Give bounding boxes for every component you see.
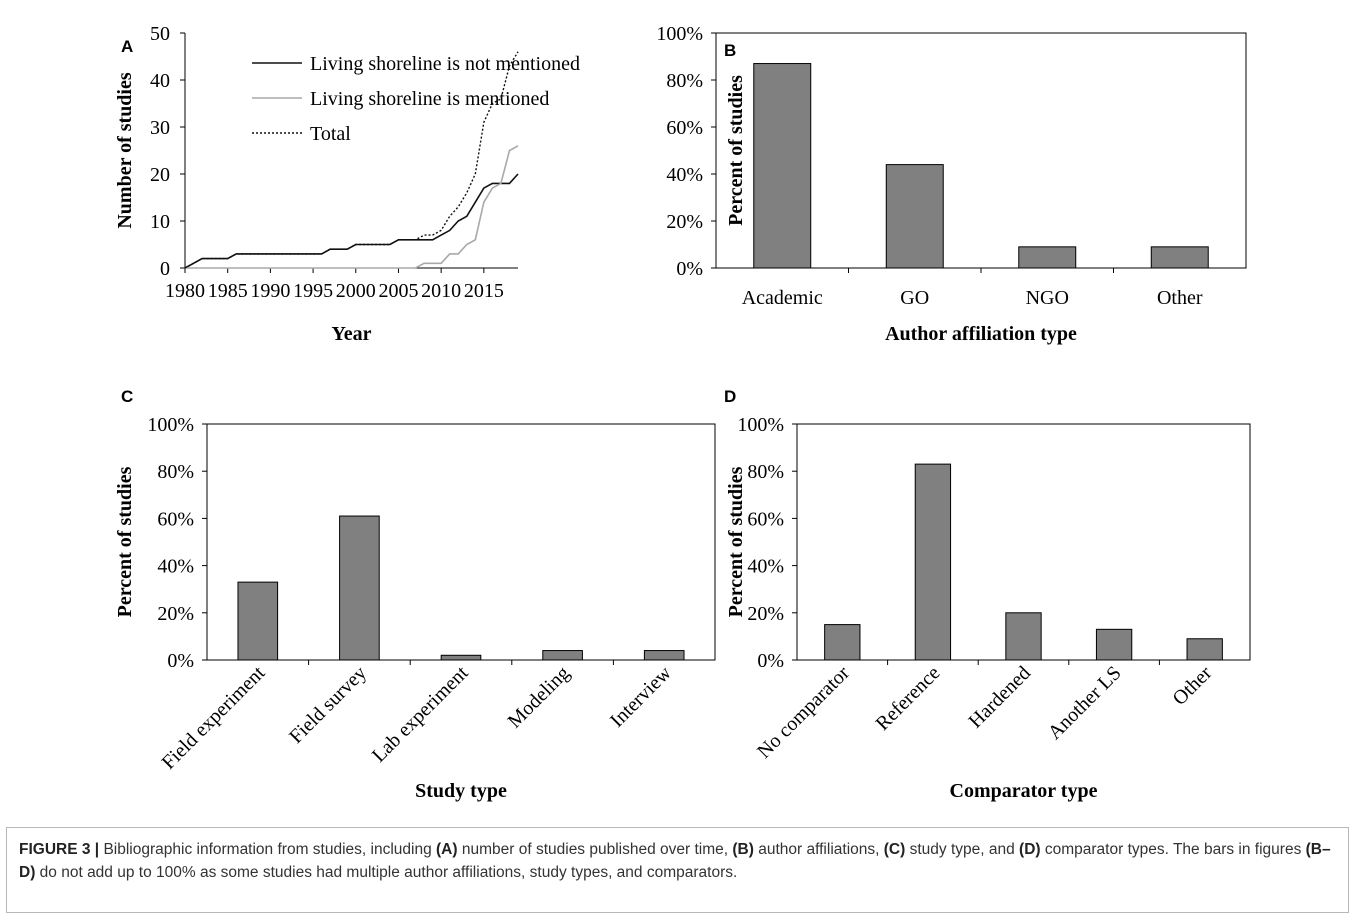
bar-other xyxy=(1186,638,1223,661)
caption-segment: author affiliations, xyxy=(753,841,884,858)
y-tick-label-40: 40% xyxy=(666,164,703,186)
x-tick-label-2015: 2015 xyxy=(464,280,504,302)
panel-b-bar-chart: 0% 20% 40% 60% 80% 100% Academic GO NGO Other Auth… xyxy=(656,23,1247,345)
panel-d-bar-chart: 0% 20% 40% 60% 80% 100% No comparator Reference… xyxy=(724,387,1251,802)
caption-panel-ref: (C) xyxy=(883,841,906,858)
figure-caption: FIGURE 3 | Bibliographic information fro… xyxy=(6,827,1349,913)
x-tick-label-ngo: NGO xyxy=(1026,287,1069,309)
y-tick-label-10: 10 xyxy=(150,211,170,233)
y-tick-label-20: 20% xyxy=(666,211,703,233)
panel-letter: A xyxy=(121,37,133,56)
y-tick-label-40: 40% xyxy=(157,556,194,578)
caption-panel-ref: (B–D) xyxy=(19,841,1331,881)
bar-hardened xyxy=(1005,612,1042,661)
bar-go xyxy=(885,164,944,269)
x-tick-label-field-experiment: Field experiment xyxy=(158,662,270,774)
y-axis-title: Percent of studies xyxy=(725,466,747,617)
x-tick-label-1980: 1980 xyxy=(165,280,205,302)
x-tick-label-reference: Reference xyxy=(872,662,945,735)
x-tick-label-other: Other xyxy=(1157,287,1203,309)
bar-academic xyxy=(753,63,812,269)
x-tick-label-field-survey: Field survey xyxy=(285,662,371,748)
x-axis-title: Author affiliation type xyxy=(885,323,1077,345)
x-axis-title: Study type xyxy=(415,780,507,802)
x-tick-label-1995: 1995 xyxy=(293,280,333,302)
y-tick-label-80: 80% xyxy=(157,461,194,483)
caption-segment: Bibliographic information from studies, … xyxy=(99,841,437,858)
bar-field-experiment xyxy=(237,581,279,661)
x-tick-label-lab-experiment: Lab experiment xyxy=(368,662,473,767)
legend-label-living-shoreline-is-mentioned: Living shoreline is mentioned xyxy=(310,88,549,110)
caption-panel-ref: (A) xyxy=(436,841,458,858)
caption-panel-ref: (B) xyxy=(732,841,754,858)
bar-other xyxy=(1150,246,1209,269)
panel-letter: D xyxy=(724,387,736,406)
y-tick-label-60: 60% xyxy=(666,117,703,139)
caption-text: Bibliographic information from studies, … xyxy=(19,841,1331,881)
x-tick-label-hardened: Hardened xyxy=(965,662,1036,733)
y-tick-label-20: 20% xyxy=(157,603,194,625)
x-tick-label-1990: 1990 xyxy=(250,280,290,302)
panel-a-line-chart: 0 10 20 30 40 50 1980 1985 1990 1995 2000 2005 2010 2… xyxy=(114,23,580,345)
caption-label: FIGURE 3 | xyxy=(19,841,100,858)
legend-label-living-shoreline-is-not-mentioned: Living shoreline is not mentioned xyxy=(310,53,580,75)
y-tick-label-60: 60% xyxy=(747,508,784,530)
x-tick-label-no-comparator: No comparator xyxy=(753,662,854,763)
panel-c-bar-chart: 0% 20% 40% 60% 80% 100% Field experiment Field … xyxy=(114,387,716,802)
x-tick-label-other: Other xyxy=(1168,662,1216,710)
y-tick-label-80: 80% xyxy=(747,461,784,483)
bar-ngo xyxy=(1018,246,1077,269)
y-tick-label-40: 40 xyxy=(150,70,170,92)
y-axis-title: Percent of studies xyxy=(725,75,747,226)
bar-another-ls xyxy=(1095,628,1133,661)
x-tick-label-go: GO xyxy=(900,287,929,309)
x-tick-label-interview: Interview xyxy=(606,662,676,732)
bar-modeling xyxy=(542,650,583,661)
x-tick-label-academic: Academic xyxy=(742,287,823,309)
y-tick-label-20: 20% xyxy=(747,603,784,625)
x-tick-label-2010: 2010 xyxy=(421,280,461,302)
y-tick-label-30: 30 xyxy=(150,117,170,139)
y-tick-label-100: 100% xyxy=(737,414,784,436)
x-tick-label-1985: 1985 xyxy=(208,280,248,302)
caption-segment: comparator types. The bars in figures xyxy=(1040,841,1306,858)
y-axis-title: Number of studies xyxy=(114,72,136,229)
plot-frame xyxy=(206,423,716,661)
x-tick-label-2000: 2000 xyxy=(336,280,376,302)
y-tick-label-40: 40% xyxy=(747,556,784,578)
y-tick-label-100: 100% xyxy=(656,23,703,45)
x-tick-label-modeling: Modeling xyxy=(504,662,575,733)
y-tick-label-0: 0 xyxy=(160,258,170,280)
x-axis-title: Year xyxy=(332,323,372,345)
y-tick-label-0: 0% xyxy=(167,650,194,672)
legend-label-total: Total xyxy=(310,123,351,145)
series-line-total xyxy=(184,51,519,269)
y-tick-label-80: 80% xyxy=(666,70,703,92)
y-tick-label-20: 20 xyxy=(150,164,170,186)
panel-letter: B xyxy=(724,41,736,60)
bar-lab-experiment xyxy=(440,654,482,661)
caption-segment: do not add up to 100% as some studies ha… xyxy=(35,864,738,881)
y-tick-label-50: 50 xyxy=(150,23,170,45)
x-axis-title: Comparator type xyxy=(950,780,1098,802)
y-tick-label-60: 60% xyxy=(157,508,194,530)
y-tick-label-0: 0% xyxy=(757,650,784,672)
caption-segment: number of studies published over time, xyxy=(457,841,733,858)
y-tick-label-0: 0% xyxy=(676,258,703,280)
bar-interview xyxy=(643,650,685,661)
panel-letter: C xyxy=(121,387,133,406)
bar-reference xyxy=(914,463,952,661)
caption-segment: study type, and xyxy=(905,841,1020,858)
x-tick-label-2005: 2005 xyxy=(378,280,418,302)
x-tick-label-another-ls: Another LS xyxy=(1044,662,1126,744)
bar-field-survey xyxy=(339,515,380,661)
series-line-living-shoreline-is-not-mentioned xyxy=(184,173,519,269)
y-axis-title: Percent of studies xyxy=(114,466,136,617)
y-tick-label-100: 100% xyxy=(147,414,194,436)
series-line-living-shoreline-is-mentioned xyxy=(185,145,519,269)
caption-panel-ref: (D) xyxy=(1019,841,1041,858)
bar-no-comparator xyxy=(824,624,861,661)
